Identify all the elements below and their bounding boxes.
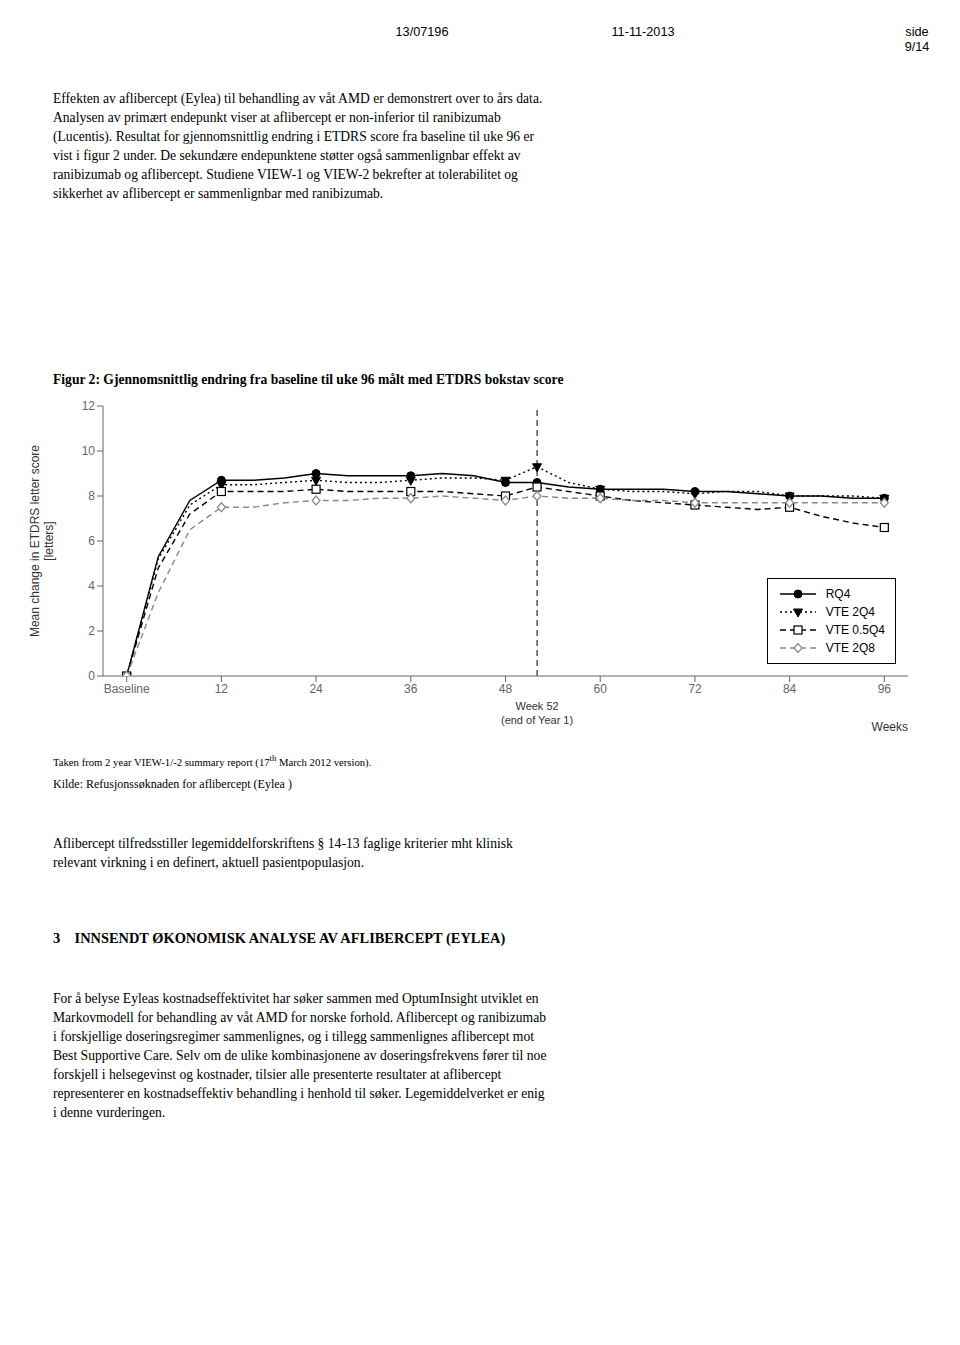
html-text:13/07196: 13/07196 bbox=[395, 25, 449, 39]
svg-text:Baseline: Baseline bbox=[104, 682, 150, 696]
html-text:3 INNSENDT ØKONOMISK ANALYSE A: 3 INNSENDT ØKONOMISK ANALYSE AV AFLIBERC… bbox=[53, 930, 506, 946]
html-text:For å belyse Eyleas kostnadsef: For å belyse Eyleas kostnadseffektivitet… bbox=[53, 991, 547, 1121]
svg-text:4: 4 bbox=[88, 579, 95, 593]
html-text:Effekten av aflibercept (Eylea: Effekten av aflibercept (Eylea) til beha… bbox=[53, 91, 543, 202]
html-text:VTE 2Q8: VTE 2Q8 bbox=[825, 641, 875, 655]
html-text:VTE 0.5Q4: VTE 0.5Q4 bbox=[825, 623, 885, 637]
html-text:RQ4: RQ4 bbox=[825, 587, 851, 601]
svg-text:0: 0 bbox=[88, 669, 95, 683]
svg-text:36: 36 bbox=[404, 682, 418, 696]
html-text:side 9/14: side 9/14 bbox=[904, 25, 930, 55]
svg-text:60: 60 bbox=[594, 682, 608, 696]
html-text:11-11-2013: 11-11-2013 bbox=[611, 25, 675, 39]
svg-text:96: 96 bbox=[878, 682, 892, 696]
svg-text:48: 48 bbox=[499, 682, 513, 696]
html-text:Kilde: Refusjonssøknaden for a: Kilde: Refusjonssøknaden for aflibercept… bbox=[53, 777, 292, 791]
html-text:Taken from 2 year VIEW-1/-2 su: Taken from 2 year VIEW-1/-2 summary repo… bbox=[53, 753, 372, 768]
svg-text:Mean change in ETDRS letter sc: Mean change in ETDRS letter score[letter… bbox=[28, 445, 56, 637]
html-text:VTE 2Q4: VTE 2Q4 bbox=[825, 605, 875, 619]
svg-text:12: 12 bbox=[215, 682, 229, 696]
html-text:Figur 2: Gjennomsnittlig endri: Figur 2: Gjennomsnittlig endring fra bas… bbox=[53, 372, 564, 387]
svg-text:8: 8 bbox=[88, 489, 95, 503]
svg-text:6: 6 bbox=[88, 534, 95, 548]
html-text:Aflibercept tilfredsstiller le: Aflibercept tilfredsstiller legemiddelfo… bbox=[53, 836, 513, 870]
svg-text:Week 52(end of Year 1): Week 52(end of Year 1) bbox=[501, 700, 573, 726]
svg-text:Weeks: Weeks bbox=[872, 720, 908, 734]
svg-text:12: 12 bbox=[82, 399, 96, 413]
svg-text:84: 84 bbox=[783, 682, 797, 696]
svg-text:72: 72 bbox=[688, 682, 702, 696]
svg-text:24: 24 bbox=[309, 682, 323, 696]
svg-text:2: 2 bbox=[88, 624, 95, 638]
svg-text:10: 10 bbox=[82, 444, 96, 458]
